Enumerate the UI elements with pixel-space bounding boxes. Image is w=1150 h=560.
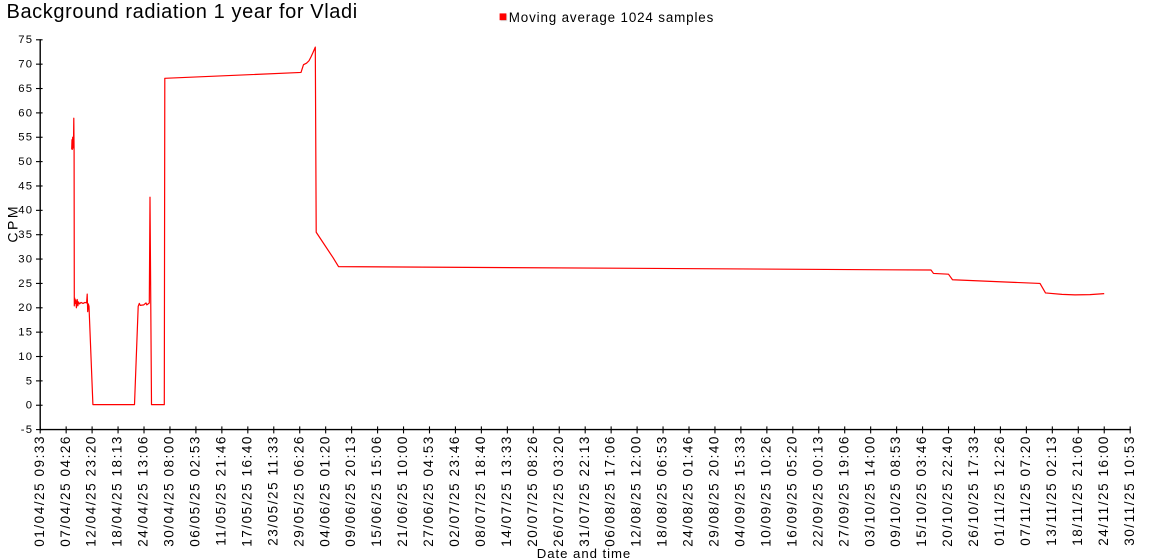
svg-text:13/11/25 02:13: 13/11/25 02:13 <box>1044 435 1059 546</box>
svg-text:18/11/25 21:06: 18/11/25 21:06 <box>1070 435 1085 546</box>
svg-text:10/09/25 10:26: 10/09/25 10:26 <box>758 435 773 547</box>
svg-text:08/07/25 18:40: 08/07/25 18:40 <box>473 435 488 547</box>
svg-text:17/05/25 16:40: 17/05/25 16:40 <box>239 435 254 547</box>
svg-text:26/07/25 03:20: 26/07/25 03:20 <box>551 435 566 547</box>
svg-text:Background radiation 1 year fo: Background radiation 1 year for Vladi <box>7 1 358 23</box>
svg-text:15: 15 <box>18 327 33 339</box>
svg-text:03/10/25 14:00: 03/10/25 14:00 <box>862 435 877 547</box>
svg-text:29/05/25 06:26: 29/05/25 06:26 <box>291 435 306 547</box>
svg-text:25: 25 <box>18 278 33 290</box>
svg-text:70: 70 <box>18 59 33 71</box>
svg-text:20/07/25 08:26: 20/07/25 08:26 <box>525 435 540 547</box>
svg-text:24/04/25 13:06: 24/04/25 13:06 <box>136 435 151 547</box>
svg-text:0: 0 <box>26 400 34 412</box>
svg-text:18/04/25 18:13: 18/04/25 18:13 <box>110 435 125 547</box>
svg-text:30/11/25 10:53: 30/11/25 10:53 <box>1122 435 1137 546</box>
svg-text:24/08/25 01:46: 24/08/25 01:46 <box>681 435 696 547</box>
svg-text:15/10/25 03:46: 15/10/25 03:46 <box>914 435 929 547</box>
svg-text:10: 10 <box>18 351 33 363</box>
svg-text:75: 75 <box>18 34 33 46</box>
svg-text:11/05/25 21:46: 11/05/25 21:46 <box>213 435 228 546</box>
svg-text:21/06/25 10:00: 21/06/25 10:00 <box>395 435 410 547</box>
svg-text:12/04/25 23:20: 12/04/25 23:20 <box>84 435 99 547</box>
svg-text:35: 35 <box>18 229 33 241</box>
svg-text:27/09/25 19:06: 27/09/25 19:06 <box>836 435 851 547</box>
svg-text:5: 5 <box>26 375 34 387</box>
svg-text:-5: -5 <box>21 424 34 436</box>
svg-text:30/04/25 08:00: 30/04/25 08:00 <box>162 435 177 547</box>
svg-text:Moving average 1024 samples: Moving average 1024 samples <box>509 10 714 25</box>
svg-text:07/11/25 07:20: 07/11/25 07:20 <box>1018 435 1033 546</box>
svg-text:06/05/25 02:53: 06/05/25 02:53 <box>188 435 203 547</box>
svg-text:45: 45 <box>18 180 33 192</box>
svg-text:22/09/25 00:13: 22/09/25 00:13 <box>810 435 825 547</box>
svg-text:20: 20 <box>18 302 33 314</box>
svg-text:24/11/25 16:00: 24/11/25 16:00 <box>1096 435 1111 546</box>
svg-text:CPM: CPM <box>5 204 21 243</box>
svg-text:09/06/25 20:13: 09/06/25 20:13 <box>343 435 358 547</box>
svg-text:14/07/25 13:33: 14/07/25 13:33 <box>499 435 514 547</box>
svg-text:16/09/25 05:20: 16/09/25 05:20 <box>784 435 799 547</box>
svg-text:50: 50 <box>18 156 33 168</box>
svg-text:31/07/25 22:13: 31/07/25 22:13 <box>577 435 592 547</box>
svg-text:27/06/25 04:53: 27/06/25 04:53 <box>421 435 436 547</box>
svg-text:06/08/25 17:06: 06/08/25 17:06 <box>603 435 618 547</box>
svg-text:Date and time: Date and time <box>537 546 631 560</box>
svg-text:60: 60 <box>18 107 33 119</box>
svg-text:01/04/25 09:33: 01/04/25 09:33 <box>32 435 47 547</box>
svg-text:23/05/25 11:33: 23/05/25 11:33 <box>265 435 280 546</box>
svg-text:09/10/25 08:53: 09/10/25 08:53 <box>888 435 903 547</box>
svg-text:12/08/25 12:00: 12/08/25 12:00 <box>629 435 644 547</box>
svg-text:15/06/25 15:06: 15/06/25 15:06 <box>369 435 384 547</box>
svg-text:40: 40 <box>18 205 33 217</box>
svg-text:65: 65 <box>18 83 33 95</box>
svg-text:04/09/25 15:33: 04/09/25 15:33 <box>733 435 748 547</box>
svg-text:29/08/25 20:40: 29/08/25 20:40 <box>707 435 722 547</box>
svg-text:07/04/25 04:26: 07/04/25 04:26 <box>58 435 73 547</box>
svg-text:04/06/25 01:20: 04/06/25 01:20 <box>317 435 332 547</box>
svg-text:26/10/25 17:33: 26/10/25 17:33 <box>966 435 981 547</box>
svg-text:55: 55 <box>18 132 33 144</box>
svg-text:20/10/25 22:40: 20/10/25 22:40 <box>940 435 955 547</box>
svg-text:01/11/25 12:26: 01/11/25 12:26 <box>992 435 1007 546</box>
svg-text:18/08/25 06:53: 18/08/25 06:53 <box>655 435 670 547</box>
svg-text:02/07/25 23:46: 02/07/25 23:46 <box>447 435 462 547</box>
svg-text:30: 30 <box>18 253 33 265</box>
